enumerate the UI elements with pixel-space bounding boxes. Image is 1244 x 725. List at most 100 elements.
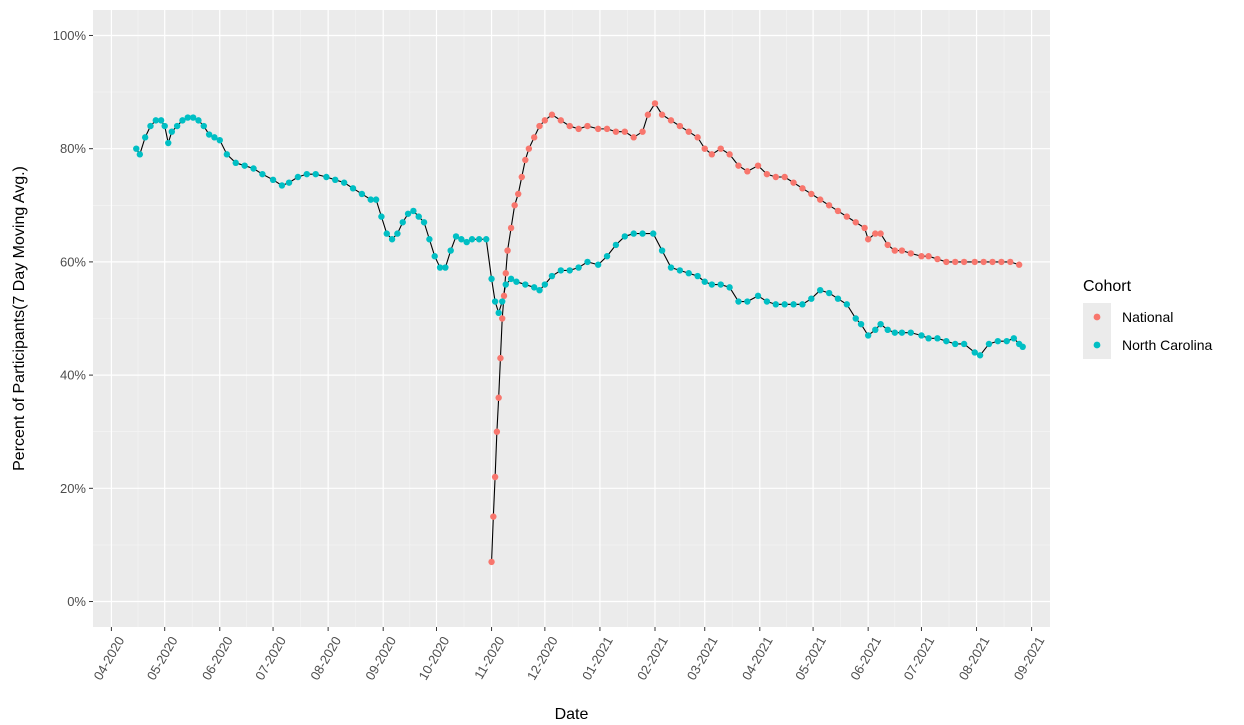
data-point xyxy=(491,473,499,481)
data-point xyxy=(557,267,565,274)
data-point xyxy=(934,255,941,263)
data-point xyxy=(971,349,978,356)
x-tick-label: 07-2021 xyxy=(901,634,938,683)
data-point xyxy=(488,275,495,283)
data-point xyxy=(864,332,872,339)
data-point xyxy=(383,230,390,237)
data-point xyxy=(200,122,207,130)
data-point xyxy=(1003,337,1010,345)
data-point xyxy=(147,122,154,130)
data-point xyxy=(502,270,509,277)
data-point xyxy=(603,125,611,133)
data-point xyxy=(211,134,218,141)
data-point xyxy=(952,258,959,266)
data-point xyxy=(772,301,779,308)
data-point xyxy=(790,179,797,186)
data-point xyxy=(303,170,311,178)
data-point xyxy=(907,250,914,257)
data-point xyxy=(468,236,476,243)
data-point xyxy=(877,320,884,328)
data-point xyxy=(548,272,556,280)
data-point xyxy=(511,202,518,209)
data-point xyxy=(195,117,202,124)
x-tick-label: 10-2020 xyxy=(416,634,453,683)
x-tick-label: 05-2021 xyxy=(792,634,829,683)
legend-title: Cohort xyxy=(1083,278,1132,295)
legend-label: National xyxy=(1122,309,1173,325)
data-point xyxy=(340,179,348,186)
data-point xyxy=(404,210,412,217)
data-point xyxy=(825,202,833,209)
data-point xyxy=(872,230,879,237)
data-point xyxy=(499,315,506,322)
data-point xyxy=(278,182,286,189)
data-point xyxy=(259,170,266,178)
data-point xyxy=(436,264,444,271)
data-point xyxy=(817,287,824,294)
data-point xyxy=(667,264,675,271)
data-point xyxy=(667,117,675,124)
data-point xyxy=(410,207,417,215)
data-point xyxy=(726,151,733,158)
data-point xyxy=(834,207,842,215)
data-point xyxy=(541,281,549,288)
data-point xyxy=(168,128,175,135)
data-point xyxy=(976,352,984,359)
data-point xyxy=(1007,258,1014,266)
data-point xyxy=(650,230,657,237)
data-point xyxy=(594,261,602,268)
data-point xyxy=(504,247,511,254)
data-point xyxy=(985,340,993,348)
data-point xyxy=(817,196,824,203)
x-tick-label: 04-2021 xyxy=(739,634,776,683)
data-point xyxy=(216,136,223,144)
data-point xyxy=(157,117,165,124)
data-point xyxy=(907,329,914,336)
data-point xyxy=(548,111,556,118)
data-point xyxy=(594,125,602,133)
data-point xyxy=(491,298,499,305)
data-point xyxy=(799,301,806,308)
data-point xyxy=(763,170,771,178)
data-point xyxy=(205,131,213,138)
data-point xyxy=(500,292,508,300)
data-point xyxy=(701,145,708,152)
data-point xyxy=(934,335,941,342)
data-point xyxy=(530,284,538,291)
data-point xyxy=(250,165,257,172)
data-point xyxy=(694,134,701,141)
data-point xyxy=(394,230,401,237)
x-tick-label: 06-2020 xyxy=(199,634,236,683)
x-axis-title: Date xyxy=(555,706,589,723)
data-point xyxy=(630,230,637,237)
data-point xyxy=(136,151,144,158)
x-tick-label: 08-2021 xyxy=(956,634,993,683)
data-point xyxy=(861,224,868,232)
data-point xyxy=(735,298,742,305)
data-point xyxy=(575,264,582,271)
y-tick-label: 40% xyxy=(60,368,86,383)
data-point xyxy=(658,247,666,254)
data-point xyxy=(426,236,433,243)
data-point xyxy=(513,278,520,285)
x-tick-label: 11-2020 xyxy=(471,634,507,682)
data-point xyxy=(1019,343,1026,350)
data-point xyxy=(708,281,716,288)
data-point xyxy=(463,238,470,246)
legend-key xyxy=(1093,313,1101,321)
data-point xyxy=(497,354,504,362)
data-point xyxy=(452,233,460,240)
data-point xyxy=(458,236,465,243)
data-point xyxy=(717,281,724,288)
data-point xyxy=(925,253,932,260)
data-point xyxy=(621,233,628,240)
data-point xyxy=(165,139,172,147)
legend: Cohort National North Carolina xyxy=(1083,278,1212,359)
data-point xyxy=(584,258,591,266)
data-point xyxy=(960,340,968,348)
data-point xyxy=(475,236,483,243)
data-point xyxy=(566,122,573,130)
data-point xyxy=(420,219,428,226)
data-point xyxy=(530,134,538,141)
